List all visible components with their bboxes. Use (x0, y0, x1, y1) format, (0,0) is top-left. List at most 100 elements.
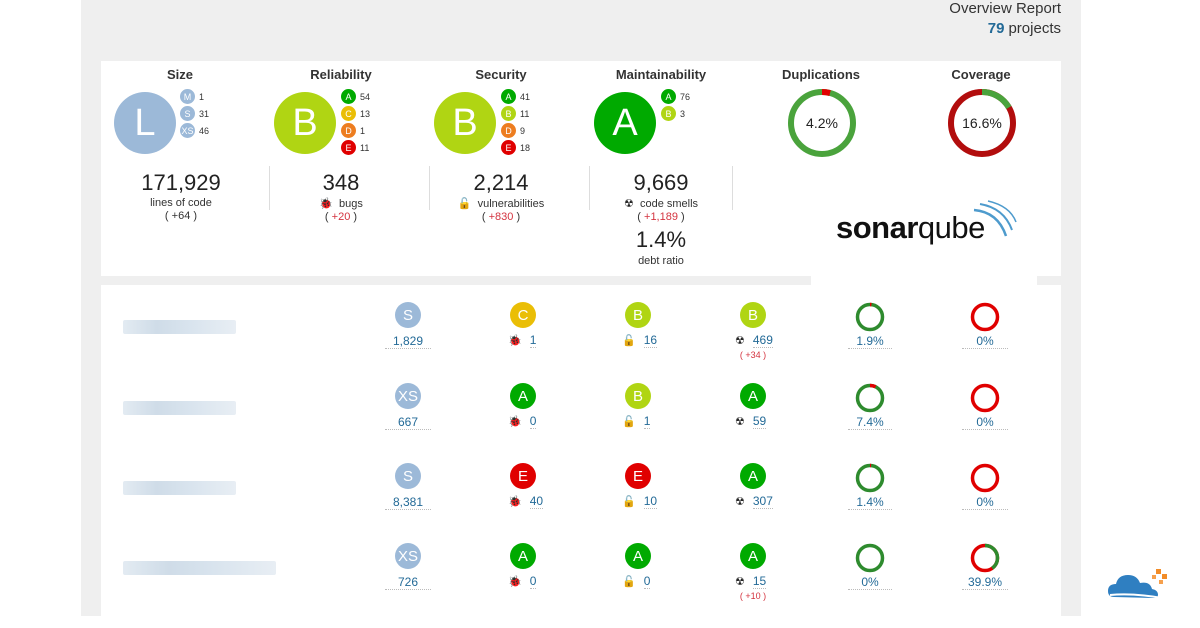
unlock-icon: 🔓 (622, 576, 636, 588)
row-vulnerabilities[interactable]: 1 (643, 414, 651, 429)
summary-card-notch (811, 276, 1037, 285)
row-lines-of-code[interactable]: 726 (385, 575, 431, 590)
duplications-donut[interactable]: 4.2% (787, 88, 857, 158)
row-vulnerabilities[interactable]: 16 (643, 333, 658, 348)
row-coverage-donut[interactable] (970, 302, 1000, 332)
summary-card (101, 61, 1061, 276)
row-code-smells-delta: ( +34 ) (739, 350, 767, 360)
donut-fill (855, 302, 885, 332)
size-grade-circle[interactable]: L (114, 92, 176, 154)
row-code-smells[interactable]: 59 (752, 414, 767, 429)
row-vulnerabilities[interactable]: 0 (643, 574, 651, 589)
row-coverage[interactable]: 39.9% (962, 575, 1008, 590)
code-smells-delta: ( +1,189 ) (637, 211, 685, 223)
lines-of-code-value[interactable]: 171,929 (141, 170, 221, 195)
vulnerabilities-value[interactable]: 2,214 (473, 170, 529, 195)
donut-track (970, 463, 1000, 493)
row-bugs[interactable]: 1 (529, 333, 537, 348)
maintainability-grade-circle[interactable]: A (594, 92, 656, 154)
reliability-grade-circle[interactable]: B (274, 92, 336, 154)
project-name-blurred[interactable] (123, 481, 236, 495)
row-coverage-donut[interactable] (970, 383, 1000, 413)
row-duplications-donut[interactable] (855, 543, 885, 573)
row-lines-of-code[interactable]: 1,829 (385, 334, 431, 349)
row-bugs[interactable]: 0 (529, 574, 537, 589)
project-name-blurred[interactable] (123, 401, 236, 415)
coverage-donut[interactable]: 16.6% (947, 88, 1017, 158)
reliability-breakdown-grade: C (341, 106, 356, 121)
donut-fill (948, 89, 1016, 157)
project-count-link[interactable]: 79 (987, 20, 1005, 37)
row-coverage[interactable]: 0% (962, 495, 1008, 510)
lines-of-code-delta: ( +64 ) (164, 210, 198, 222)
divider (269, 166, 270, 210)
row-security-grade[interactable]: A (625, 543, 651, 569)
bug-icon: 🐞 (319, 198, 333, 210)
row-maintainability-grade[interactable]: A (740, 383, 766, 409)
debt-ratio-value[interactable]: 1.4% (635, 227, 687, 252)
row-reliability-grade[interactable]: A (510, 383, 536, 409)
code-smells-label: ☢ code smells (623, 198, 699, 210)
security-breakdown-grade: A (501, 89, 516, 104)
row-lines-of-code[interactable]: 8,381 (385, 495, 431, 510)
security-grade-circle[interactable]: B (434, 92, 496, 154)
radiation-icon: ☢ (735, 576, 745, 588)
donut-track (855, 383, 885, 413)
row-code-smells[interactable]: 15 (752, 574, 767, 589)
row-reliability-grade[interactable]: E (510, 463, 536, 489)
row-size-grade[interactable]: S (395, 463, 421, 489)
size-title: Size (166, 67, 193, 82)
row-size-grade[interactable]: S (395, 302, 421, 328)
donut-fill (855, 463, 885, 493)
security-breakdown-grade: E (501, 140, 516, 155)
size-breakdown-grade: XS (180, 123, 195, 138)
row-code-smells[interactable]: 469 (752, 333, 773, 348)
row-reliability-grade[interactable]: C (510, 302, 536, 328)
divider (429, 166, 430, 210)
row-duplications-donut[interactable] (855, 463, 885, 493)
size-breakdown-grade: M (180, 89, 195, 104)
donut-track (970, 383, 1000, 413)
unlock-icon: 🔓 (457, 198, 472, 210)
row-coverage[interactable]: 0% (962, 334, 1008, 349)
reliability-title: Reliability (310, 67, 372, 82)
row-lines-of-code[interactable]: 667 (385, 415, 431, 430)
project-name-blurred[interactable] (123, 561, 276, 575)
row-maintainability-grade[interactable]: B (740, 302, 766, 328)
row-coverage-donut[interactable] (970, 543, 1000, 573)
coverage-value: 16.6% (962, 115, 1002, 131)
row-duplications[interactable]: 1.9% (848, 334, 892, 349)
row-duplications[interactable]: 7.4% (848, 415, 892, 430)
row-size-grade[interactable]: XS (395, 543, 421, 569)
row-coverage-donut[interactable] (970, 463, 1000, 493)
project-name-blurred[interactable] (123, 320, 236, 334)
row-maintainability-grade[interactable]: A (740, 543, 766, 569)
row-duplications-donut[interactable] (855, 302, 885, 332)
row-bugs[interactable]: 0 (529, 414, 537, 429)
code-smells-value[interactable]: 9,669 (633, 170, 689, 195)
row-duplications[interactable]: 1.4% (848, 495, 892, 510)
row-security-grade[interactable]: B (625, 302, 651, 328)
row-maintainability-grade[interactable]: A (740, 463, 766, 489)
bugs-value[interactable]: 348 (322, 170, 360, 195)
donut-track (855, 463, 885, 493)
row-duplications-donut[interactable] (855, 383, 885, 413)
row-security-grade[interactable]: E (625, 463, 651, 489)
row-bugs[interactable]: 40 (529, 494, 544, 509)
row-security-grade[interactable]: B (625, 383, 651, 409)
reliability-breakdown-grade: E (341, 140, 356, 155)
row-coverage[interactable]: 0% (962, 415, 1008, 430)
row-reliability-grade[interactable]: A (510, 543, 536, 569)
row-size-grade[interactable]: XS (395, 383, 421, 409)
row-duplications[interactable]: 0% (848, 575, 892, 590)
row-code-smells[interactable]: 307 (752, 494, 773, 509)
vulnerabilities-delta: ( +830 ) (481, 211, 521, 223)
row-vulnerabilities[interactable]: 10 (643, 494, 658, 509)
divider (732, 166, 733, 210)
report-title: Overview Report (949, 0, 1061, 17)
bug-icon: 🐞 (508, 496, 522, 508)
